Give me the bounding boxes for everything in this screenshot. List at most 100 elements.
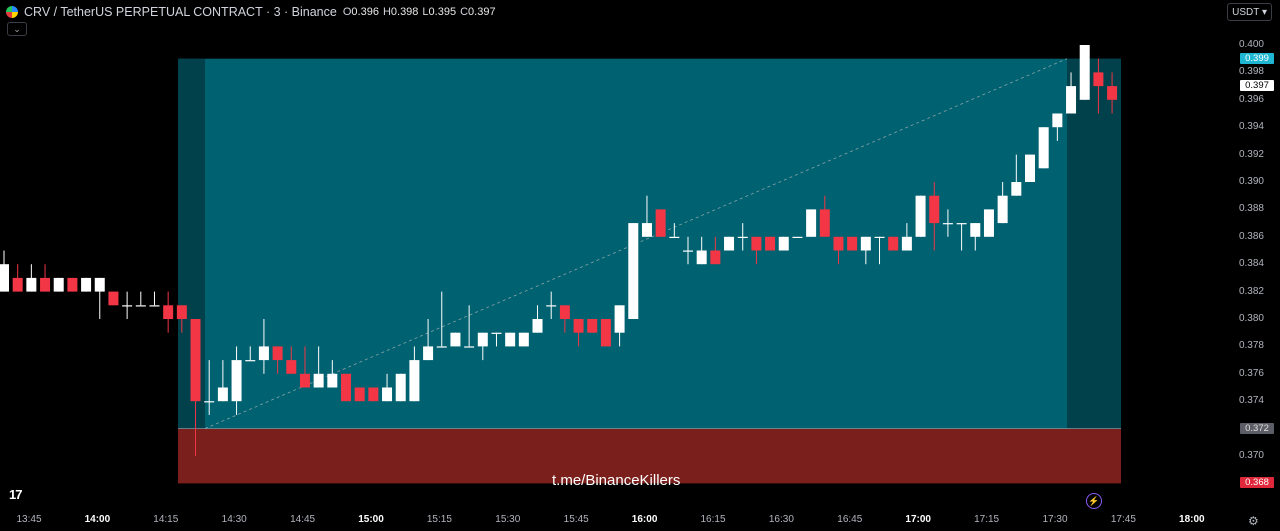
candle-body [997,195,1008,224]
candle-body [149,305,160,307]
candle-body [395,373,406,402]
price-label: 0.378 [1238,340,1264,352]
time-label: 17:30 [1042,514,1068,525]
price-label: 0.394 [1238,121,1264,133]
symbol-header[interactable]: CRV / TetherUS PERPETUAL CONTRACT · 3 · … [6,3,496,21]
candle-body [751,236,762,251]
candle-body [573,319,584,333]
candle-body [1038,127,1049,169]
zone-shade-right [1067,58,1121,429]
candle-body [792,236,803,238]
chevron-down-icon: ▾ [1261,7,1267,18]
candle-body [190,319,201,402]
candle-body [970,223,981,237]
candle-body [108,291,119,306]
time-label: 13:45 [16,514,42,525]
loss-zone [178,428,1121,484]
time-label: 14:30 [221,514,247,525]
candle-body [614,305,625,333]
candle-body [1093,72,1104,87]
candle-body [983,209,994,237]
chevron-down-icon: ⌄ [13,24,21,34]
currency-label: USDT [1232,7,1260,18]
candle-body [559,305,570,319]
time-label: 18:00 [1179,514,1205,525]
candle-body [956,223,967,225]
candle-body [505,332,516,347]
candle-body [176,305,187,319]
candle-body [0,264,9,292]
ohlc-values: O0.396 H0.398 L0.395 C0.397 [343,6,496,18]
price-tag: 0.397 [1240,80,1274,92]
tradingview-logo-icon[interactable]: 17 [9,487,23,502]
profit-zone [178,58,1121,429]
candle-body [874,236,885,238]
candle-body [258,346,269,361]
candle-body [724,236,735,251]
candle-body [436,346,447,348]
candle-body [12,277,23,292]
candle-body [1052,113,1063,128]
high-value: 0.398 [390,6,419,18]
time-label: 17:45 [1110,514,1136,525]
candle-body [655,209,666,237]
candle-body [354,387,365,402]
candle-body [477,332,488,347]
symbol-logo-icon [6,6,18,18]
candle-body [628,223,639,319]
candle-body [368,387,379,402]
candle-body [286,360,297,374]
candle-body [819,209,830,237]
time-label: 15:45 [563,514,589,525]
candle-body [901,236,912,251]
price-tag: 0.368 [1240,477,1274,489]
price-label: 0.392 [1238,148,1264,160]
candle-body [765,236,776,251]
candle-body [26,277,37,292]
candle-body [860,236,871,251]
candle-body [518,332,529,347]
symbol-title[interactable]: CRV / TetherUS PERPETUAL CONTRACT · 3 · … [24,5,337,19]
price-label: 0.374 [1238,395,1264,407]
candle-body [546,305,557,307]
candle-body [915,195,926,237]
time-label: 16:45 [837,514,863,525]
candle-body [696,250,707,265]
candle-body [587,319,598,333]
price-label: 0.388 [1238,203,1264,215]
candle-body [67,277,78,292]
candle-body [341,373,351,402]
candle-body [1011,182,1022,196]
candle-body [491,332,502,334]
price-label: 0.382 [1238,285,1264,297]
price-label: 0.398 [1238,66,1264,78]
price-label: 0.390 [1238,176,1264,187]
price-label: 0.376 [1238,367,1264,379]
candle-body [737,236,748,238]
close-value: 0.397 [468,6,496,18]
candle-body [94,277,105,292]
candle-body [53,277,64,292]
candle-body [669,236,680,238]
candle-body [847,236,858,251]
candle-body [1066,86,1077,114]
candle-body [778,236,789,251]
candle-body [532,319,543,333]
low-value: 0.395 [428,6,457,18]
high-key: H [382,6,391,18]
price-label: 0.384 [1238,258,1264,270]
open-key: O [342,6,352,18]
price-label: 0.386 [1238,230,1264,242]
candle-body [450,332,461,347]
candle-body [1025,154,1035,182]
gear-icon[interactable]: ⚙ [1248,514,1259,528]
time-label: 14:00 [84,514,111,525]
open-value: 0.396 [351,6,379,18]
candle-body [683,250,693,252]
lightning-icon[interactable]: ⚡ [1086,493,1102,509]
currency-selector[interactable]: USDT ▾ [1227,3,1272,21]
time-label: 16:00 [631,514,658,525]
time-label: 16:15 [700,514,726,525]
collapse-legend-button[interactable]: ⌄ [7,22,27,36]
